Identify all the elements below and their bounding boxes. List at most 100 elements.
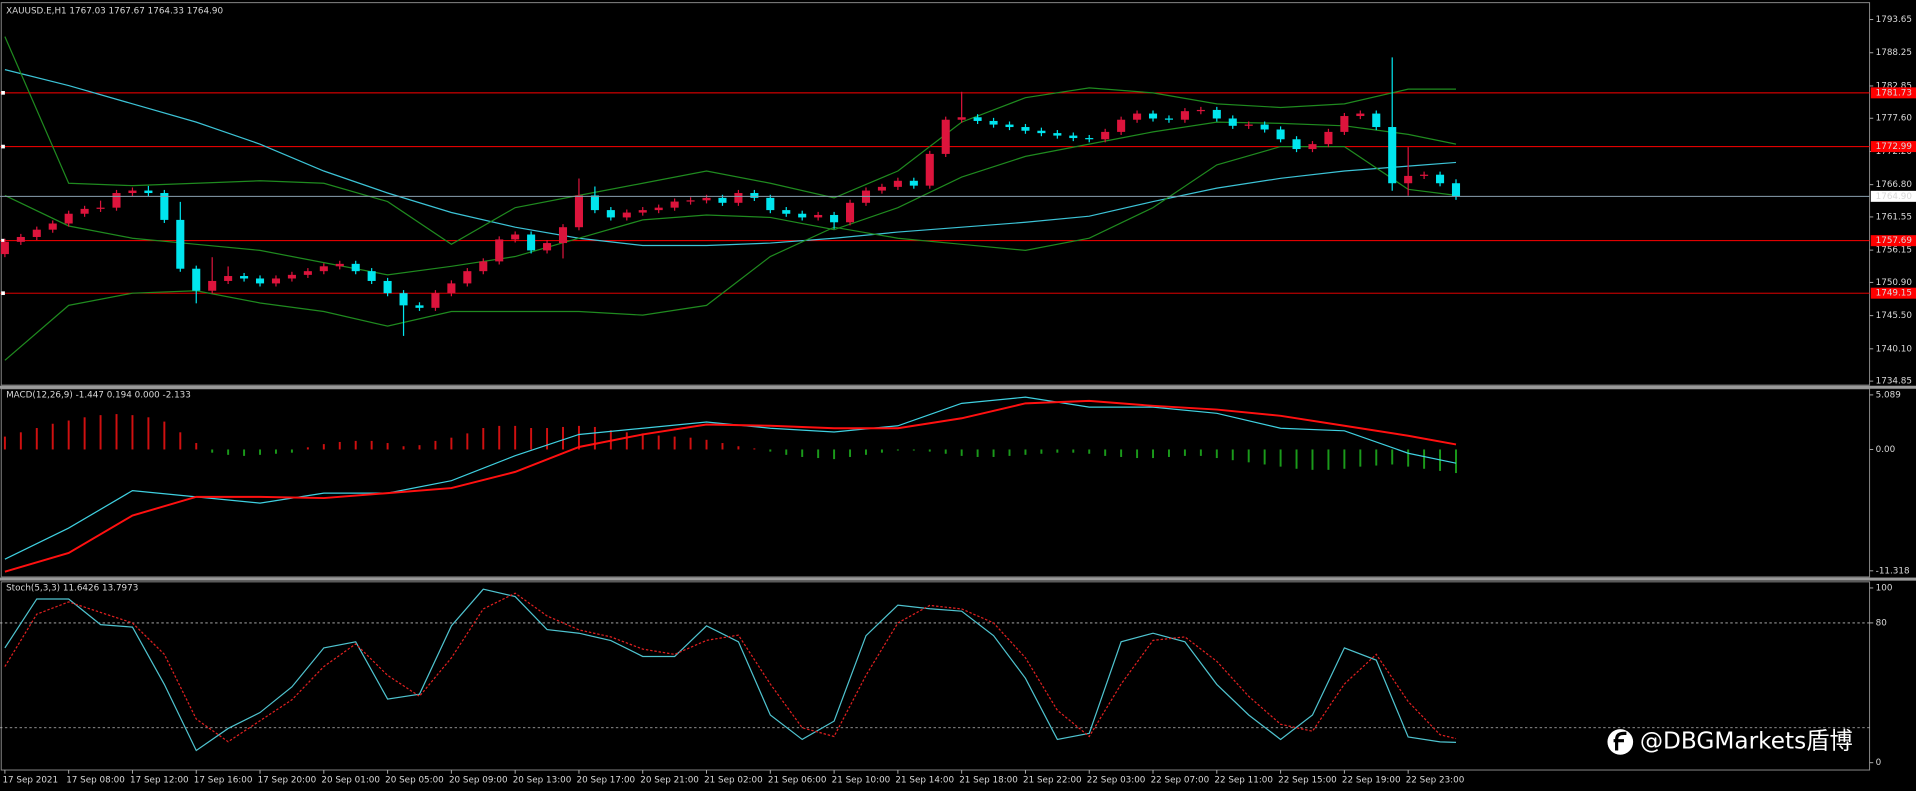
candle-body: [1324, 131, 1333, 145]
candle-body: [590, 195, 599, 211]
candle-body: [1164, 118, 1174, 120]
candle-body: [1420, 174, 1429, 176]
candle-body: [351, 263, 360, 272]
level-label-box: [1870, 87, 1916, 99]
candle-body: [574, 195, 583, 228]
y-tick-label: 5.089: [1876, 390, 1901, 400]
candle-body: [303, 271, 312, 275]
candle-body: [1212, 109, 1221, 119]
candle-body: [176, 219, 185, 269]
candle-body: [495, 239, 504, 262]
x-tick-label: 22 Sep 03:00: [1087, 775, 1146, 785]
level-marker: [1, 291, 5, 296]
level-label: 1749.15: [1876, 289, 1912, 299]
level-marker: [1, 144, 5, 149]
candle-body: [287, 274, 296, 279]
x-tick-label: 22 Sep 23:00: [1406, 775, 1465, 785]
candle-body: [670, 201, 679, 208]
candle-body: [255, 278, 265, 284]
x-tick-label: 22 Sep 11:00: [1214, 775, 1273, 785]
candle-body: [511, 234, 520, 240]
level-marker: [1, 91, 5, 95]
candle-body: [1388, 127, 1397, 184]
x-tick-label: 17 Sep 08:00: [66, 775, 125, 785]
candle-body: [734, 193, 743, 203]
x-tick-label: 20 Sep 13:00: [513, 775, 572, 785]
candle-body: [1260, 124, 1269, 130]
candle-body: [192, 268, 201, 291]
y-tick-label: 1788.25: [1876, 48, 1912, 58]
price-label-box: [1870, 190, 1916, 202]
candle-body: [1356, 113, 1365, 117]
candle-body: [1117, 119, 1126, 132]
x-tick-label: 21 Sep 14:00: [895, 775, 954, 785]
y-tick-label: 80: [1876, 618, 1887, 628]
candle-body: [814, 214, 823, 218]
x-tick-label: 21 Sep 18:00: [959, 775, 1018, 785]
candle-body: [447, 283, 456, 294]
level-label: 1781.73: [1876, 88, 1912, 98]
candle-body: [1404, 175, 1413, 184]
x-tick-label: 22 Sep 15:00: [1278, 775, 1337, 785]
candle-body: [1451, 183, 1461, 197]
candle-body: [32, 229, 41, 237]
y-tick-label: 1750.90: [1876, 278, 1912, 288]
y-tick-label: 1766.80: [1876, 180, 1912, 190]
overlay-line: [4, 36, 1457, 246]
x-tick-label: 17 Sep 12:00: [130, 775, 189, 785]
overlay-line: [4, 69, 1457, 247]
candle-body: [1069, 135, 1078, 139]
candle-body: [957, 117, 966, 120]
candle-body: [1340, 116, 1349, 132]
y-tick-label: 0: [1876, 758, 1882, 768]
candle-body: [622, 212, 631, 218]
stoch-frame: [0, 581, 1871, 771]
candle-body: [1101, 131, 1110, 140]
level-label-box: [1870, 141, 1916, 153]
candle-body: [415, 305, 424, 308]
x-tick-label: 17 Sep 16:00: [194, 775, 253, 785]
candle-body: [686, 200, 695, 202]
candle-body: [830, 214, 839, 223]
candle-body: [271, 278, 281, 284]
candle-body: [877, 186, 886, 191]
candle-body: [463, 271, 472, 284]
y-tick-label: -11.318: [1876, 566, 1910, 576]
candle-body: [1244, 124, 1253, 126]
x-tick-label: 20 Sep 17:00: [577, 775, 636, 785]
macd-label: MACD(12,26,9) -1.447 0.194 0.000 -2.133: [6, 390, 191, 400]
x-tick-label: 21 Sep 10:00: [832, 775, 891, 785]
panel-separator: [0, 385, 1916, 389]
overlay-line: [4, 145, 1457, 361]
candle-body: [702, 197, 711, 201]
candle-body: [1005, 124, 1014, 128]
y-tick-label: 1761.55: [1876, 212, 1912, 222]
candle-body: [1292, 139, 1301, 150]
overlay-line: [4, 121, 1457, 276]
y-tick-label: 1740.10: [1876, 344, 1912, 354]
watermark: @DBGMarkets盾博: [1607, 727, 1853, 755]
candle-body: [925, 153, 934, 186]
plot-layer: 1793.651788.251782.851777.601772.201766.…: [0, 15, 1916, 785]
candle-body: [1037, 130, 1046, 134]
candle-body: [718, 197, 727, 203]
candle-body: [1148, 113, 1158, 119]
candle-body: [160, 193, 169, 220]
candle-body: [606, 210, 615, 218]
candle-body: [798, 213, 807, 218]
candle-body: [638, 210, 647, 213]
level-label: 1757.69: [1876, 236, 1912, 246]
candle-body: [1180, 111, 1189, 120]
candle-body: [383, 280, 392, 294]
x-tick-label: 21 Sep 06:00: [768, 775, 827, 785]
y-tick-label: 1756.15: [1876, 246, 1912, 256]
candle-body: [1372, 113, 1381, 128]
x-tick-label: 17 Sep 2021: [2, 775, 58, 785]
candle-body: [750, 193, 759, 198]
main-frame: [0, 2, 1871, 386]
candle-body: [0, 241, 9, 255]
candle-body: [1308, 144, 1317, 150]
